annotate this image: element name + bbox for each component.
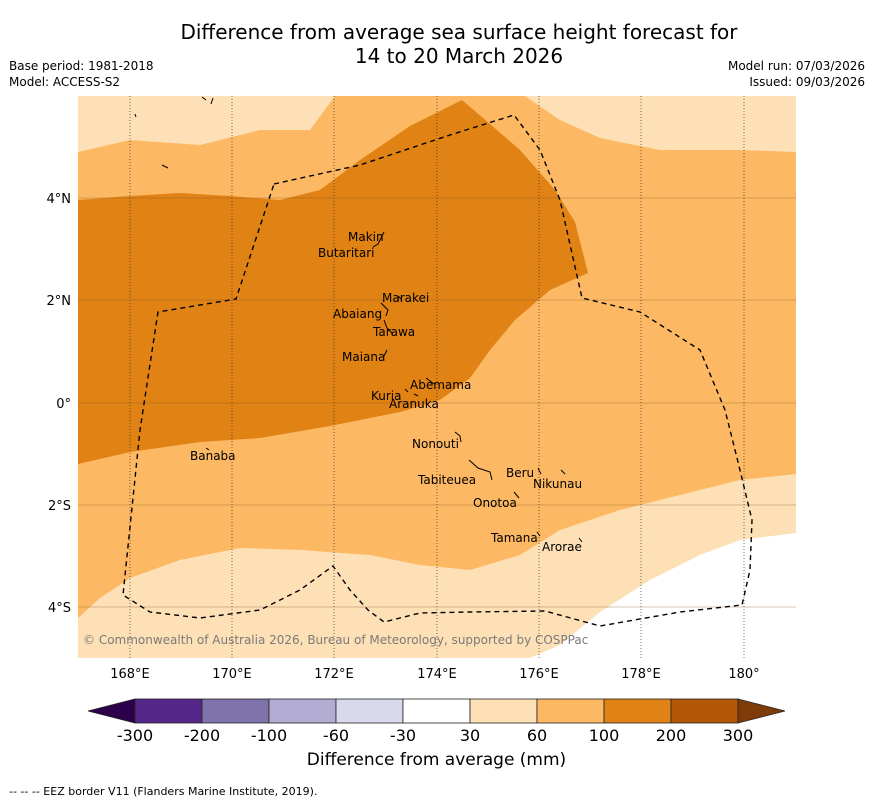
colorbar-seg-8 [603,698,672,724]
map-title: Difference from average sea surface heig… [0,20,873,68]
island-label-beru: Beru [506,466,534,480]
anomaly-map: Makin Butaritari Marakei Abaiang Tarawa … [78,96,796,658]
title-line-2: 14 to 20 March 2026 [354,44,564,68]
colorbar-seg-5 [402,698,471,724]
lon-label-172e: 172°E [314,667,354,682]
cb-tick-0: -300 [117,726,153,745]
island-label-tarawa: Tarawa [372,325,415,339]
island-label-makin: Makin [348,230,384,244]
island-outlines [134,96,583,543]
island-label-arorae: Arorae [542,540,582,554]
cb-tick-9: 300 [723,726,754,745]
base-period: Base period: 1981-2018 [9,59,154,73]
meta-right: Model run: 07/03/2026 Issued: 09/03/2026 [728,58,865,90]
island-label-kuria: Kuria [371,389,402,403]
cb-tick-8: 200 [656,726,687,745]
island-label-onotoa: Onotoa [473,496,517,510]
lon-label-176e: 176°E [519,667,559,682]
cb-tick-3: -60 [323,726,349,745]
model-run: Model run: 07/03/2026 [727,59,865,73]
cb-tick-6: 60 [527,726,547,745]
lon-label-178e: 178°E [621,667,661,682]
island-label-abemama: Abemama [410,378,471,392]
colorbar-title: Difference from average (mm) [306,750,567,770]
colorbar-seg-1 [134,698,203,724]
lon-label-170e: 170°E [212,667,252,682]
lat-label-2n: 2°N [47,294,72,309]
eez-footnote: -- -- -- EEZ border V11 (Flanders Marine… [9,785,318,798]
colorbar [87,698,786,724]
island-label-tamana: Tamana [490,531,538,545]
colorbar-seg-9 [670,698,739,724]
lat-label-2s: 2°S [48,499,71,514]
band-100-200 [78,100,588,464]
cb-tick-2: -100 [251,726,287,745]
cb-tick-7: 100 [589,726,620,745]
lat-label-4s: 4°S [48,601,71,616]
island-label-banaba: Banaba [190,449,236,463]
meta-left: Base period: 1981-2018 Model: ACCESS-S2 [9,58,154,90]
lon-label-180: 180° [728,667,759,682]
lon-label-168e: 168°E [110,667,150,682]
title-line-1: Difference from average sea surface heig… [180,20,738,44]
model-name: Model: ACCESS-S2 [9,75,121,89]
cb-tick-5: 30 [460,726,480,745]
lat-label-4n: 4°N [47,192,72,207]
island-label-marakei: Marakei [382,291,429,305]
colorbar-seg-2 [201,698,270,724]
colorbar-seg-7 [536,698,605,724]
lon-label-174e: 174°E [417,667,457,682]
colorbar-extend-high [737,698,786,724]
cb-tick-4: -30 [390,726,416,745]
eez-border [122,114,753,627]
colorbar-extend-low [87,698,136,724]
colorbar-ticks: -300 -200 -100 -60 -30 30 60 100 200 300 [117,726,753,745]
latitude-axis: 4°N 2°N 0° 2°S 4°S [47,192,72,616]
island-label-butaritari: Butaritari [318,246,375,260]
island-label-tabiteuea: Tabiteuea [417,473,476,487]
colorbar-seg-6 [469,698,538,724]
copyright-text: © Commonwealth of Australia 2026, Bureau… [83,633,588,647]
longitude-axis: 168°E 170°E 172°E 174°E 176°E 178°E 180° [110,667,759,682]
island-label-nonouti: Nonouti [412,437,459,451]
colorbar-seg-4 [335,698,404,724]
latitude-lines [78,197,796,608]
island-label-abaiang: Abaiang [333,307,382,321]
cb-tick-1: -200 [184,726,220,745]
graticule [129,96,745,658]
island-labels: Makin Butaritari Marakei Abaiang Tarawa … [190,230,582,554]
issued-date: Issued: 09/03/2026 [749,75,865,89]
island-label-aranuka: Aranuka [389,397,439,411]
island-label-maiana: Maiana [342,350,385,364]
lat-label-0: 0° [56,397,71,412]
island-label-nikunau: Nikunau [533,477,582,491]
colorbar-seg-3 [268,698,337,724]
